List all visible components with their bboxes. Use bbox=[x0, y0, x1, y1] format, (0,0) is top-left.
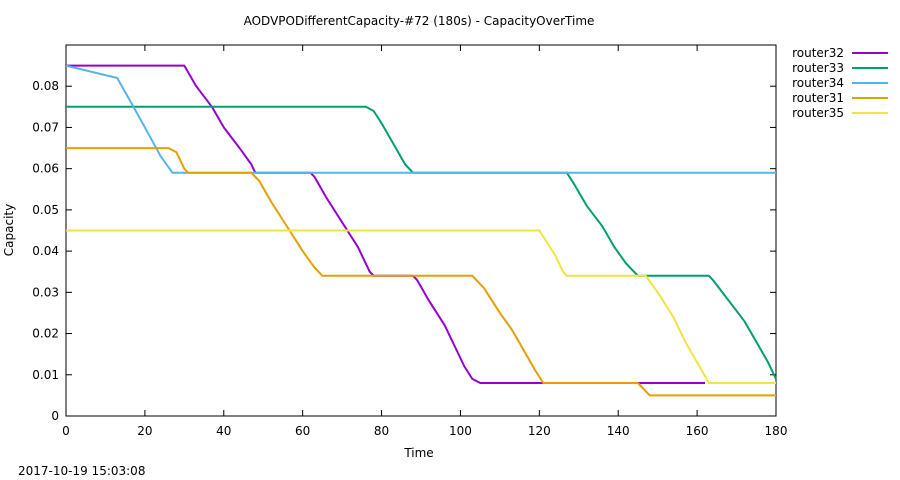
x-tick-label: 80 bbox=[374, 424, 389, 438]
x-tick-label: 140 bbox=[607, 424, 630, 438]
legend-label-router31: router31 bbox=[792, 91, 844, 105]
series-line-router33 bbox=[66, 105, 777, 380]
series-line-router32 bbox=[66, 64, 705, 384]
x-tick-label: 120 bbox=[528, 424, 551, 438]
x-tick-label: 100 bbox=[449, 424, 472, 438]
legend-label-router32: router32 bbox=[792, 46, 844, 60]
x-tick-label: 180 bbox=[765, 424, 788, 438]
timestamp-label: 2017-10-19 15:03:08 bbox=[18, 464, 145, 478]
chart-title: AODVPODifferentCapacity-#72 (180s) - Cap… bbox=[244, 14, 595, 28]
x-tick-label: 40 bbox=[216, 424, 231, 438]
y-tick-label: 0.01 bbox=[32, 368, 59, 382]
y-tick-label: 0.03 bbox=[32, 285, 59, 299]
y-tick-label: 0 bbox=[51, 409, 59, 423]
series-line-router31 bbox=[66, 147, 776, 397]
legend-label-router33: router33 bbox=[792, 61, 844, 75]
series-line-router35 bbox=[66, 229, 776, 384]
y-tick-label: 0.07 bbox=[32, 120, 59, 134]
series-lines bbox=[65, 64, 777, 397]
y-axis-label: Capacity bbox=[2, 204, 16, 256]
y-tick-label: 0.04 bbox=[32, 244, 59, 258]
y-tick-label: 0.02 bbox=[32, 327, 59, 341]
y-tick-label: 0.08 bbox=[32, 79, 59, 93]
x-tick-label: 20 bbox=[137, 424, 152, 438]
series-line-router34 bbox=[65, 64, 776, 174]
axis-ticks: 0 20 40 60 80 100 120 140 160 180 0 0.01 0.02 0.03 0.0… bbox=[32, 45, 787, 438]
x-axis-label: Time bbox=[403, 446, 433, 460]
x-tick-label: 0 bbox=[62, 424, 70, 438]
y-tick-label: 0.06 bbox=[32, 162, 59, 176]
x-tick-label: 60 bbox=[295, 424, 310, 438]
legend-label-router35: router35 bbox=[792, 106, 844, 120]
y-tick-label: 0.05 bbox=[32, 203, 59, 217]
legend-label-router34: router34 bbox=[792, 76, 844, 90]
x-tick-label: 160 bbox=[686, 424, 709, 438]
